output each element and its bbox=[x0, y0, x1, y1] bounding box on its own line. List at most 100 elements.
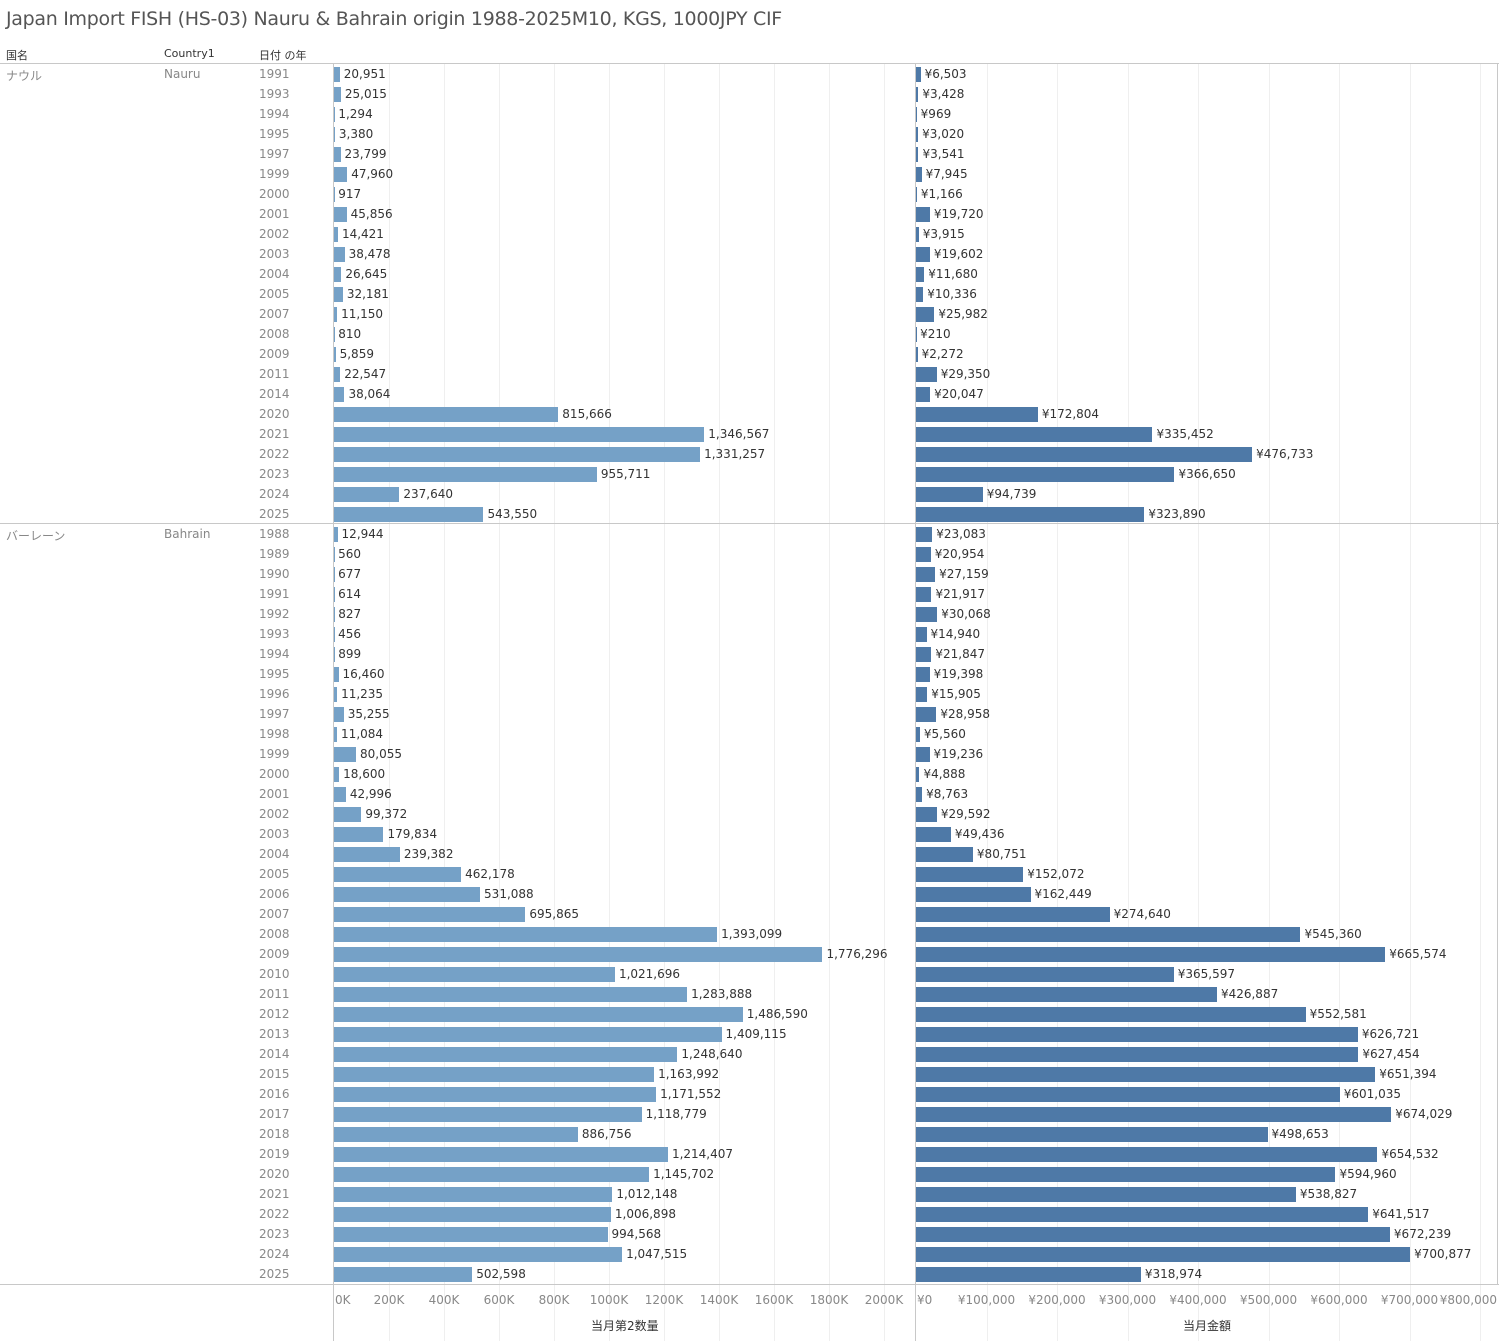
bar-quantity[interactable] bbox=[334, 726, 338, 742]
bar-quantity[interactable] bbox=[334, 966, 615, 982]
bar-amount[interactable] bbox=[916, 486, 983, 502]
bar-amount[interactable] bbox=[916, 306, 935, 322]
bar-amount[interactable] bbox=[916, 86, 919, 102]
bar-amount[interactable] bbox=[916, 1066, 1376, 1082]
bar-quantity[interactable] bbox=[334, 1126, 578, 1142]
bar-quantity[interactable] bbox=[334, 1006, 743, 1022]
bar-amount[interactable] bbox=[916, 526, 933, 542]
bar-amount[interactable] bbox=[916, 246, 930, 262]
bar-amount[interactable] bbox=[916, 586, 932, 602]
bar-quantity[interactable] bbox=[334, 886, 481, 902]
bar-quantity[interactable] bbox=[334, 866, 462, 882]
bar-amount[interactable] bbox=[916, 686, 928, 702]
bar-amount[interactable] bbox=[916, 206, 930, 222]
bar-amount[interactable] bbox=[916, 1166, 1336, 1182]
bar-amount[interactable] bbox=[916, 826, 951, 842]
bar-quantity[interactable] bbox=[334, 1166, 650, 1182]
bar-quantity[interactable] bbox=[334, 206, 347, 222]
bar-amount[interactable] bbox=[916, 386, 931, 402]
bar-quantity[interactable] bbox=[334, 946, 823, 962]
bar-amount[interactable] bbox=[916, 446, 1253, 462]
bar-amount[interactable] bbox=[916, 1146, 1378, 1162]
bar-quantity[interactable] bbox=[334, 1106, 642, 1122]
bar-amount[interactable] bbox=[916, 426, 1153, 442]
bar-amount[interactable] bbox=[916, 1226, 1390, 1242]
bar-amount[interactable] bbox=[916, 66, 921, 82]
bar-amount[interactable] bbox=[916, 946, 1386, 962]
bar-amount[interactable] bbox=[916, 966, 1174, 982]
bar-quantity[interactable] bbox=[334, 686, 338, 702]
bar-amount[interactable] bbox=[916, 106, 917, 122]
bar-amount[interactable] bbox=[916, 846, 973, 862]
bar-quantity[interactable] bbox=[334, 1186, 613, 1202]
bar-quantity[interactable] bbox=[334, 286, 343, 302]
bar-amount[interactable] bbox=[916, 466, 1175, 482]
bar-quantity[interactable] bbox=[334, 406, 559, 422]
bar-quantity[interactable] bbox=[334, 906, 526, 922]
bar-quantity[interactable] bbox=[334, 366, 341, 382]
bar-amount[interactable] bbox=[916, 986, 1217, 1002]
bar-amount[interactable] bbox=[916, 166, 922, 182]
bar-quantity[interactable] bbox=[334, 1086, 657, 1102]
bar-amount[interactable] bbox=[916, 726, 920, 742]
bar-quantity[interactable] bbox=[334, 426, 705, 442]
bar-quantity[interactable] bbox=[334, 146, 341, 162]
bar-amount[interactable] bbox=[916, 786, 923, 802]
bar-quantity[interactable] bbox=[334, 746, 356, 762]
bar-quantity[interactable] bbox=[334, 466, 597, 482]
bar-amount[interactable] bbox=[916, 126, 919, 142]
bar-amount[interactable] bbox=[916, 606, 938, 622]
bar-quantity[interactable] bbox=[334, 786, 346, 802]
bar-quantity[interactable] bbox=[334, 346, 336, 362]
bar-quantity[interactable] bbox=[334, 1246, 623, 1262]
bar-quantity[interactable] bbox=[334, 126, 335, 142]
bar-quantity[interactable] bbox=[334, 486, 400, 502]
bar-quantity[interactable] bbox=[334, 806, 362, 822]
bar-amount[interactable] bbox=[916, 186, 917, 202]
bar-quantity[interactable] bbox=[334, 926, 718, 942]
bar-quantity[interactable] bbox=[334, 166, 348, 182]
bar-quantity[interactable] bbox=[334, 386, 345, 402]
bar-quantity[interactable] bbox=[334, 986, 688, 1002]
bar-quantity[interactable] bbox=[334, 1206, 611, 1222]
bar-amount[interactable] bbox=[916, 886, 1031, 902]
bar-amount[interactable] bbox=[916, 406, 1038, 422]
bar-amount[interactable] bbox=[916, 286, 924, 302]
bar-amount[interactable] bbox=[916, 746, 930, 762]
bar-amount[interactable] bbox=[916, 1106, 1392, 1122]
bar-quantity[interactable] bbox=[334, 706, 344, 722]
bar-amount[interactable] bbox=[916, 226, 919, 242]
bar-quantity[interactable] bbox=[334, 526, 338, 542]
bar-quantity[interactable] bbox=[334, 766, 340, 782]
bar-amount[interactable] bbox=[916, 866, 1024, 882]
bar-quantity[interactable] bbox=[334, 1226, 608, 1242]
bar-amount[interactable] bbox=[916, 666, 930, 682]
bar-amount[interactable] bbox=[916, 266, 925, 282]
bar-amount[interactable] bbox=[916, 546, 931, 562]
bar-quantity[interactable] bbox=[334, 1046, 678, 1062]
bar-amount[interactable] bbox=[916, 626, 927, 642]
bar-quantity[interactable] bbox=[334, 666, 339, 682]
bar-amount[interactable] bbox=[916, 146, 919, 162]
bar-quantity[interactable] bbox=[334, 86, 341, 102]
bar-amount[interactable] bbox=[916, 906, 1110, 922]
bar-amount[interactable] bbox=[916, 506, 1145, 522]
bar-amount[interactable] bbox=[916, 1086, 1340, 1102]
bar-amount[interactable] bbox=[916, 1026, 1358, 1042]
bar-amount[interactable] bbox=[916, 806, 937, 822]
bar-amount[interactable] bbox=[916, 1126, 1268, 1142]
bar-quantity[interactable] bbox=[334, 226, 338, 242]
bar-quantity[interactable] bbox=[334, 266, 342, 282]
bar-amount[interactable] bbox=[916, 1186, 1296, 1202]
bar-amount[interactable] bbox=[916, 1206, 1369, 1222]
bar-quantity[interactable] bbox=[334, 246, 345, 262]
bar-quantity[interactable] bbox=[334, 1146, 668, 1162]
bar-amount[interactable] bbox=[916, 1046, 1359, 1062]
bar-quantity[interactable] bbox=[334, 1066, 655, 1082]
bar-quantity[interactable] bbox=[334, 306, 338, 322]
bar-quantity[interactable] bbox=[334, 1266, 473, 1282]
bar-quantity[interactable] bbox=[334, 826, 384, 842]
bar-quantity[interactable] bbox=[334, 1026, 722, 1042]
bar-quantity[interactable] bbox=[334, 66, 340, 82]
bar-amount[interactable] bbox=[916, 1006, 1306, 1022]
